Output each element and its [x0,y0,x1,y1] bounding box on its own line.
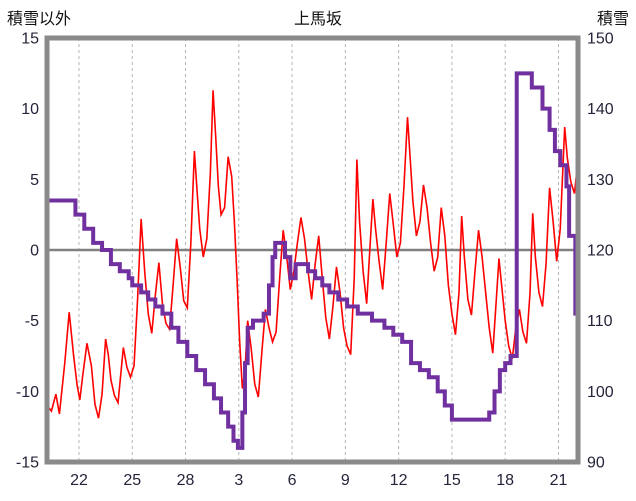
right-axis-tick-label: 150 [587,31,614,48]
left-axis-tick-label: 5 [30,172,39,189]
left-axis-tick-label: 10 [21,101,39,118]
left-axis-tick-label: 0 [30,243,39,260]
non-snow-series-line [47,90,578,419]
left-axis-tick-label: -5 [25,313,39,330]
x-axis-tick-label: 9 [341,472,350,489]
right-axis-tick-label: 130 [587,172,614,189]
left-axis-tick-label: 15 [21,31,39,48]
right-axis-tick-label: 140 [587,101,614,118]
left-axis-tick-label: -10 [16,384,39,401]
x-axis-tick-label: 21 [550,472,568,489]
x-axis-tick-label: 6 [288,472,297,489]
x-axis-tick-label: 15 [443,472,461,489]
x-axis-tick-label: 25 [123,472,141,489]
x-axis-tick-label: 22 [70,472,88,489]
right-axis-title: 積雪 [596,11,629,28]
x-axis-tick-label: 3 [234,472,243,489]
left-axis-tick-label: -15 [16,455,39,472]
right-axis-tick-label: 110 [587,313,613,330]
plot-frame [44,35,581,465]
x-axis-tick-label: 18 [496,472,514,489]
right-axis-tick-label: 120 [587,243,614,260]
left-axis-title: 積雪以外 [7,11,72,28]
chart-title: 上馬坂 [293,11,342,28]
x-axis-tick-label: 28 [177,472,195,489]
right-axis-tick-label: 90 [587,455,605,472]
x-axis-tick-label: 12 [390,472,408,489]
snow-depth-series-line [47,71,578,450]
right-axis-tick-label: 100 [587,384,614,401]
